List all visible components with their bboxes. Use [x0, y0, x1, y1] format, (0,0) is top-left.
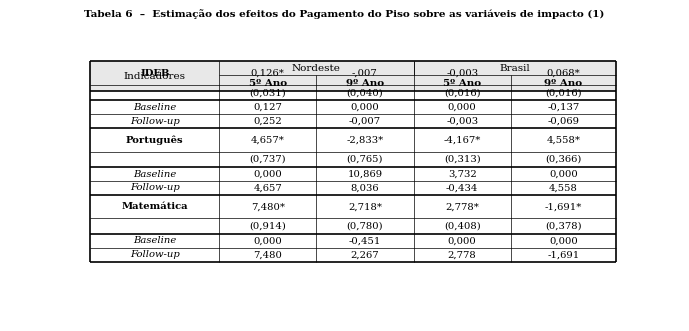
Text: (0,408): (0,408) — [444, 222, 480, 231]
Text: 5º Ano: 5º Ano — [249, 79, 287, 88]
Text: -0,137: -0,137 — [547, 103, 579, 112]
Bar — [90, 75, 616, 91]
Text: (0,366): (0,366) — [545, 155, 582, 164]
Text: (0,040): (0,040) — [347, 88, 383, 97]
Text: -0,434: -0,434 — [446, 183, 478, 192]
Text: -0,069: -0,069 — [547, 117, 579, 126]
Text: 4,558: 4,558 — [549, 183, 577, 192]
Text: Tabela 6  –  Estimação dos efeitos do Pagamento do Piso sobre as variáveis de im: Tabela 6 – Estimação dos efeitos do Paga… — [84, 9, 605, 19]
Text: Português: Português — [126, 135, 183, 145]
Text: Indicadores: Indicadores — [124, 72, 186, 81]
Text: Baseline: Baseline — [133, 169, 176, 178]
Text: 0,000: 0,000 — [448, 103, 477, 112]
Text: IDEB: IDEB — [140, 69, 169, 78]
Text: 9º Ano: 9º Ano — [544, 79, 582, 88]
Text: 0,127: 0,127 — [254, 103, 282, 112]
Text: 4,657: 4,657 — [254, 183, 282, 192]
Text: 7,480: 7,480 — [254, 250, 282, 259]
Text: 4,558*: 4,558* — [546, 135, 580, 144]
Text: 5º Ano: 5º Ano — [443, 79, 481, 88]
Text: (0,378): (0,378) — [545, 222, 582, 231]
Text: 0,000: 0,000 — [351, 103, 380, 112]
Text: 0,000: 0,000 — [254, 236, 282, 245]
Text: Brasil: Brasil — [500, 64, 530, 73]
Text: 3,732: 3,732 — [448, 169, 477, 178]
Text: 0,000: 0,000 — [549, 236, 577, 245]
Text: 0,252: 0,252 — [254, 117, 282, 126]
Text: (0,313): (0,313) — [444, 155, 480, 164]
Text: 9º Ano: 9º Ano — [346, 79, 384, 88]
Text: Baseline: Baseline — [133, 236, 176, 245]
Text: (0,016): (0,016) — [545, 88, 582, 97]
Text: 0,000: 0,000 — [448, 236, 477, 245]
Text: -1,691: -1,691 — [547, 250, 579, 259]
Text: 10,869: 10,869 — [347, 169, 382, 178]
Bar — [90, 61, 219, 91]
Text: 0,000: 0,000 — [254, 169, 282, 178]
Text: -0,003: -0,003 — [446, 69, 478, 78]
Text: 4,657*: 4,657* — [251, 135, 285, 144]
Text: 2,778*: 2,778* — [445, 202, 479, 211]
Text: 2,718*: 2,718* — [348, 202, 382, 211]
Text: 0,126*: 0,126* — [251, 69, 285, 78]
Text: Follow-up: Follow-up — [130, 117, 180, 126]
Text: (0,031): (0,031) — [249, 88, 286, 97]
Text: -0,007: -0,007 — [349, 117, 381, 126]
Text: (0,780): (0,780) — [347, 222, 383, 231]
Text: (0,016): (0,016) — [444, 88, 480, 97]
Text: 0,000: 0,000 — [549, 169, 577, 178]
Text: (0,765): (0,765) — [347, 155, 383, 164]
Text: (0,914): (0,914) — [249, 222, 286, 231]
Text: Follow-up: Follow-up — [130, 250, 180, 259]
Text: Baseline: Baseline — [133, 103, 176, 112]
Text: -4,167*: -4,167* — [444, 135, 481, 144]
Text: 2,267: 2,267 — [351, 250, 379, 259]
Text: 8,036: 8,036 — [351, 183, 379, 192]
Text: Nordeste: Nordeste — [292, 64, 341, 73]
Text: Matemática: Matemática — [121, 202, 188, 211]
Text: 7,480*: 7,480* — [251, 202, 285, 211]
Text: -1,691*: -1,691* — [544, 202, 582, 211]
Text: -,007: -,007 — [352, 69, 378, 78]
Text: Follow-up: Follow-up — [130, 183, 180, 192]
Text: -0,451: -0,451 — [349, 236, 381, 245]
Text: -0,003: -0,003 — [446, 117, 478, 126]
Text: -2,833*: -2,833* — [347, 135, 384, 144]
Text: 0,068*: 0,068* — [546, 69, 580, 78]
Text: (0,737): (0,737) — [249, 155, 286, 164]
Text: 2,778: 2,778 — [448, 250, 477, 259]
Bar — [90, 61, 616, 75]
